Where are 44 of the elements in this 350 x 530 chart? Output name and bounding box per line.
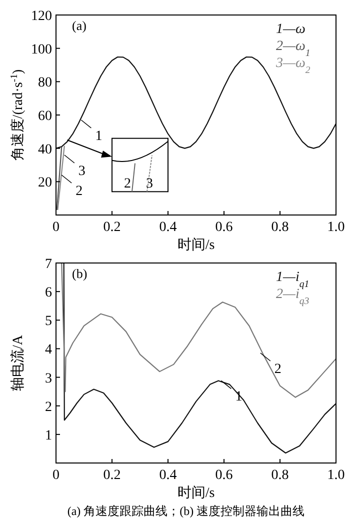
y-tick-label: 120 — [31, 9, 52, 24]
x-tick-label: 1.0 — [327, 220, 345, 235]
x-tick-label: 0.8 — [271, 468, 289, 483]
y-tick-label: 4 — [45, 342, 52, 358]
x-tick-label: 0 — [52, 468, 60, 483]
annotation: 1 — [95, 129, 102, 144]
y-tick-label: 20 — [38, 176, 52, 191]
annotation: 3 — [146, 176, 153, 192]
y-tick-label: 60 — [38, 109, 52, 124]
text: 1—i$_{q1}$ — [276, 270, 310, 290]
annotation: 2 — [76, 184, 83, 199]
y-tick-label: 1 — [45, 428, 52, 444]
text: (a) 角速度跟踪曲线；(b) 速度控制器输出曲线 — [67, 504, 305, 518]
x-tick-label: 0.6 — [215, 468, 233, 483]
annotation: 2 — [124, 176, 131, 192]
x-axis-title: 时间/s — [177, 237, 215, 253]
x-tick-label: 0.6 — [215, 220, 233, 235]
chart-title: (b) — [72, 266, 88, 281]
y-tick-label: 7 — [45, 257, 52, 272]
text: 3—ω$_{2}$ — [275, 56, 310, 76]
x-tick-label: 0.4 — [159, 220, 177, 235]
y-tick-label: 40 — [38, 142, 52, 158]
y-tick-label: 80 — [38, 76, 52, 91]
y-tick-label: 100 — [31, 42, 52, 58]
line-series — [63, 263, 336, 454]
x-tick-label: 0.2 — [103, 468, 121, 483]
y-axis-title: 轴电流/A — [10, 334, 26, 391]
y-tick-label: 6 — [45, 286, 52, 301]
annotation: 2 — [274, 362, 282, 377]
x-axis-title: 时间/s — [177, 485, 215, 501]
y-tick-label: 5 — [45, 314, 52, 330]
annotation: 3 — [78, 164, 86, 179]
text: 1—ω — [276, 22, 306, 37]
text: 2—i$_{q3}$ — [276, 287, 310, 306]
x-tick-label: 0 — [52, 220, 60, 235]
y-tick-label: 2 — [45, 400, 52, 415]
x-tick-label: 0.2 — [103, 220, 121, 235]
x-tick-label: 0.8 — [271, 220, 289, 235]
x-tick-label: 0.4 — [159, 468, 177, 483]
text: 2—ω$_{1}$ — [276, 39, 310, 58]
chart-title: (a) — [72, 18, 86, 33]
line-series — [56, 56, 336, 149]
y-tick-label: 3 — [45, 371, 52, 386]
x-tick-label: 1.0 — [327, 468, 345, 483]
